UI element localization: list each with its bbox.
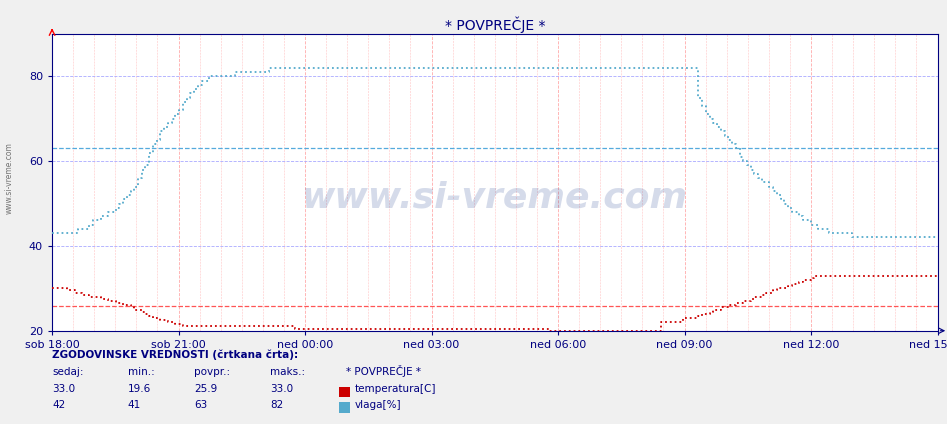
Text: 82: 82 xyxy=(270,400,283,410)
Text: vlaga[%]: vlaga[%] xyxy=(355,400,402,410)
Text: 42: 42 xyxy=(52,400,65,410)
Text: 19.6: 19.6 xyxy=(128,384,152,394)
Text: www.si-vreme.com: www.si-vreme.com xyxy=(5,142,14,214)
Text: * POVPREČJE *: * POVPREČJE * xyxy=(346,365,420,377)
Text: povpr.:: povpr.: xyxy=(194,367,230,377)
Title: * POVPREČJE *: * POVPREČJE * xyxy=(444,16,545,33)
Text: 33.0: 33.0 xyxy=(270,384,293,394)
Text: sedaj:: sedaj: xyxy=(52,367,83,377)
Text: maks.:: maks.: xyxy=(270,367,305,377)
Text: 63: 63 xyxy=(194,400,207,410)
Text: temperatura[C]: temperatura[C] xyxy=(355,384,437,394)
Text: 33.0: 33.0 xyxy=(52,384,75,394)
Text: 25.9: 25.9 xyxy=(194,384,218,394)
Text: www.si-vreme.com: www.si-vreme.com xyxy=(302,180,688,214)
Text: ZGODOVINSKE VREDNOSTI (črtkana črta):: ZGODOVINSKE VREDNOSTI (črtkana črta): xyxy=(52,350,298,360)
Text: 41: 41 xyxy=(128,400,141,410)
Text: min.:: min.: xyxy=(128,367,154,377)
